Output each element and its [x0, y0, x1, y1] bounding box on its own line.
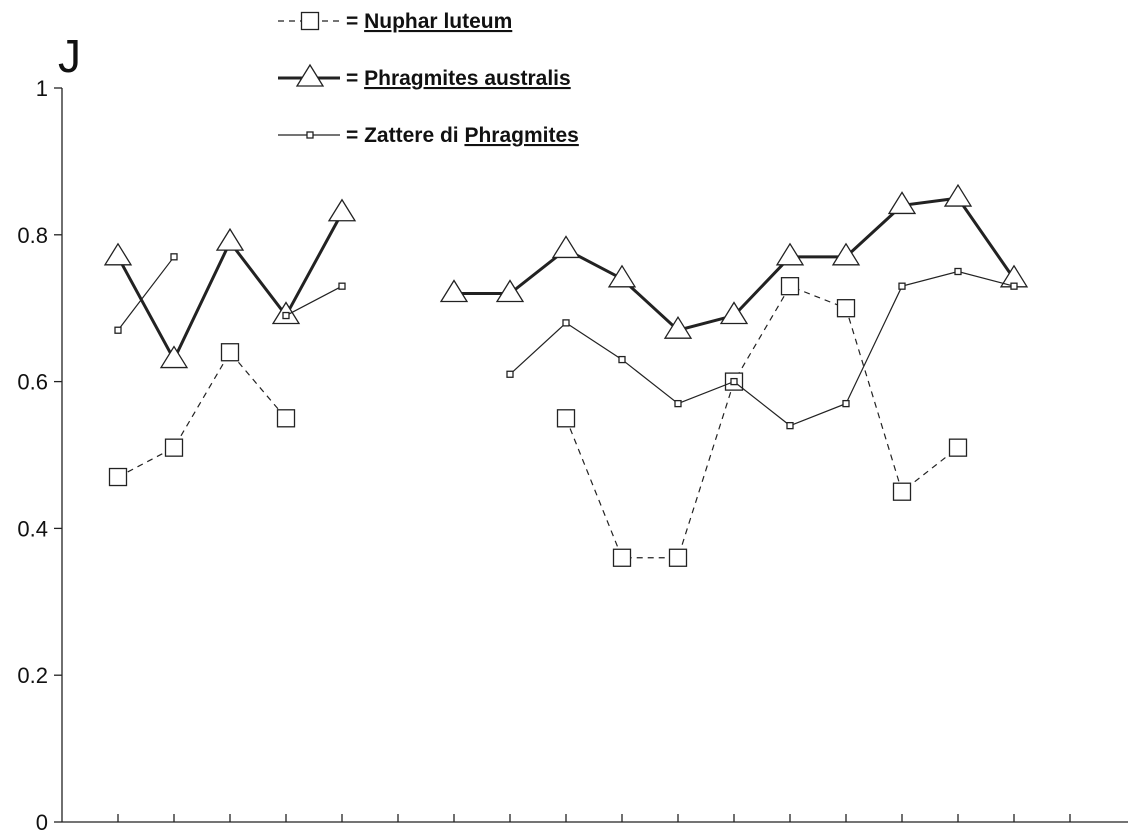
data-point — [506, 370, 514, 378]
legend-item-1: = Nuphar luteum — [278, 10, 512, 33]
series-line — [117, 351, 287, 478]
data-point — [170, 253, 178, 261]
data-point — [1010, 282, 1018, 290]
legend-marker — [295, 63, 325, 87]
data-point — [338, 282, 346, 290]
legend-marker — [306, 131, 314, 139]
data-point — [439, 279, 469, 303]
data-point — [775, 242, 805, 266]
data-point — [842, 399, 850, 408]
data-point — [612, 548, 632, 567]
y-tick-label: 0 — [36, 810, 48, 835]
data-point — [887, 191, 917, 215]
data-point — [892, 482, 912, 501]
data-point — [943, 183, 973, 207]
data-point — [282, 311, 290, 320]
series-1 — [108, 277, 968, 567]
series-2 — [103, 183, 1029, 369]
series-3 — [114, 253, 1018, 430]
data-point — [730, 377, 738, 386]
data-point — [114, 326, 122, 334]
legend-label: = Phragmites australis — [346, 67, 571, 90]
series-line — [509, 270, 1015, 427]
series-line — [117, 256, 175, 331]
data-point — [556, 409, 576, 428]
data-point — [103, 242, 133, 266]
data-point — [159, 345, 189, 369]
legend-marker — [300, 11, 320, 31]
data-point — [831, 242, 861, 266]
axes: 0 0.2 0.4 0.6 0.8 1 — [17, 76, 1128, 835]
data-point — [786, 421, 794, 430]
data-point — [674, 399, 682, 408]
data-point — [327, 198, 357, 222]
data-point — [562, 319, 570, 327]
data-point — [276, 409, 296, 428]
data-point — [663, 315, 693, 339]
data-point — [948, 438, 968, 457]
data-point — [780, 277, 800, 296]
y-tick-label: 1 — [36, 76, 48, 101]
legend: = Nuphar luteum = Phragmites australis = Z… — [278, 10, 579, 147]
data-point — [668, 548, 688, 567]
y-tick-label: 0.4 — [17, 516, 48, 541]
legend-item-2: = Phragmites australis — [278, 63, 571, 90]
data-point — [495, 279, 525, 303]
data-point — [108, 467, 128, 487]
data-point — [954, 267, 962, 276]
data-point — [898, 282, 906, 290]
y-axis-label: J — [58, 30, 81, 82]
series-layer — [103, 183, 1029, 567]
data-point — [618, 355, 626, 364]
data-point — [719, 301, 749, 325]
data-point — [836, 299, 856, 318]
y-tick-label: 0.2 — [17, 663, 48, 688]
series-line — [285, 285, 343, 317]
data-point — [164, 438, 184, 457]
legend-item-3: = Zattere di Phragmites — [278, 124, 579, 147]
series-line — [565, 285, 959, 559]
data-point — [607, 264, 637, 288]
data-point — [220, 343, 240, 362]
y-tick-label: 0.8 — [17, 223, 48, 248]
data-point — [215, 227, 245, 251]
data-point — [551, 235, 581, 259]
y-tick-label: 0.6 — [17, 370, 48, 395]
legend-label: = Zattere di Phragmites — [346, 124, 579, 147]
legend-label: = Nuphar luteum — [346, 10, 512, 33]
